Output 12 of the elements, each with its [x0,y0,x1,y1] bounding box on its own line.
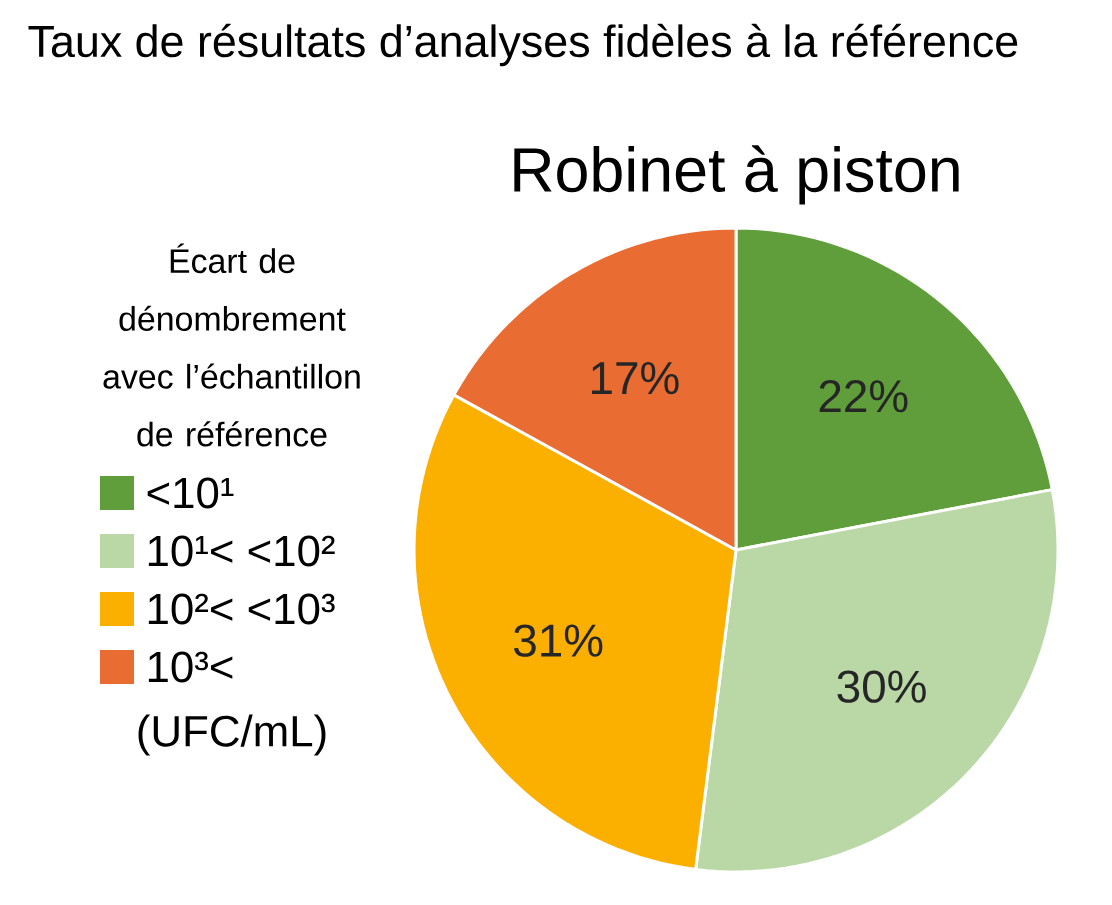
data-label: 30% [837,670,926,703]
data-label: 22% [819,380,908,413]
legend-label: 10³< [148,651,233,683]
chart-title: Taux de résultats d’analyses fidèles à la référence [28,23,1018,67]
data-label: 31% [514,624,603,657]
chart-subtitle: Robinet à piston [514,145,959,205]
data-label: 17% [592,362,679,395]
text: (UFC/mL) [138,714,326,756]
legend-label: 10²< <10³ [148,593,335,625]
legend-title: Écart de dénombrement avec l’échantillon de référence [103,243,360,447]
legend-label: 10¹< <10² [148,535,335,567]
legend-label: <10¹ [147,477,234,509]
